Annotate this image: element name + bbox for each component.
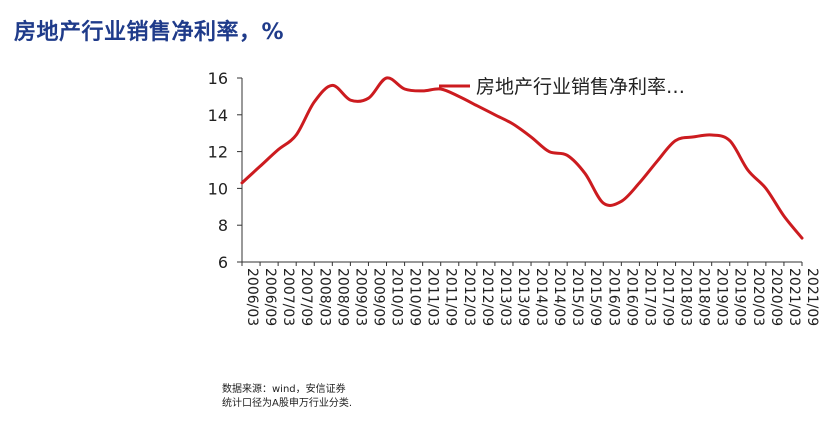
x-tick-label: 2019/03 xyxy=(714,268,730,326)
x-tick-label: 2011/09 xyxy=(443,268,459,326)
series-line xyxy=(240,76,804,240)
y-tick-label: 8 xyxy=(218,216,228,235)
x-tick-label: 2018/09 xyxy=(696,268,712,326)
y-tick-label: 12 xyxy=(208,143,228,162)
x-tick-label: 2011/03 xyxy=(425,268,441,326)
x-tick-label: 2018/03 xyxy=(678,268,694,326)
x-tick-label: 2017/09 xyxy=(659,268,675,326)
x-tick-label: 2015/03 xyxy=(569,268,585,326)
y-axis: 6 8 10 12 14 16 xyxy=(208,69,243,272)
x-tick-label: 2021/03 xyxy=(786,268,802,326)
source-text: 数据来源：wind，安信证券 xyxy=(222,384,346,395)
x-tick-label: 2012/03 xyxy=(461,268,477,326)
x-tick-label: 2012/09 xyxy=(479,268,495,326)
x-tick-label: 2010/09 xyxy=(407,268,423,326)
x-tick-label: 2007/09 xyxy=(298,268,314,326)
note-text: 统计口径为A股申万行业分类. xyxy=(222,398,353,409)
legend: 房地产行业销售净利率… xyxy=(439,76,685,98)
x-tick-label: 2019/09 xyxy=(732,268,748,326)
x-tick-label: 2013/09 xyxy=(515,268,531,326)
x-tick-label: 2014/03 xyxy=(533,268,549,326)
chart-title: 房地产行业销售净利率，% xyxy=(14,20,285,45)
x-tick-label: 2016/09 xyxy=(623,268,639,326)
x-tick-label: 2013/03 xyxy=(497,268,513,326)
x-tick-label: 2009/09 xyxy=(370,268,386,326)
x-tick-label: 2015/09 xyxy=(587,268,603,326)
x-tick-label: 2006/03 xyxy=(244,268,260,326)
x-tick-label: 2010/03 xyxy=(389,268,405,326)
x-tick-label: 2016/03 xyxy=(605,268,621,326)
x-tick-label: 2020/09 xyxy=(768,268,784,326)
series-layer xyxy=(240,76,804,240)
legend-label: 房地产行业销售净利率… xyxy=(476,76,685,98)
footnote: 数据来源：wind，安信证券 统计口径为A股申万行业分类. xyxy=(222,383,352,411)
x-tick-label: 2021/09 xyxy=(804,268,820,326)
y-tick-label: 10 xyxy=(208,179,228,198)
y-tick-label: 16 xyxy=(208,69,228,88)
x-tick-label: 2017/03 xyxy=(641,268,657,326)
x-tick-label: 2006/09 xyxy=(262,268,278,326)
x-tick-label: 2008/03 xyxy=(316,268,332,326)
x-axis: 2006/03 2006/09 2007/03 2007/09 2008/03 2008/… xyxy=(241,261,820,326)
x-tick-label: 2014/09 xyxy=(551,268,567,326)
y-tick-label: 14 xyxy=(208,106,228,125)
x-tick-label: 2009/03 xyxy=(352,268,368,326)
x-tick-label: 2008/09 xyxy=(334,268,350,326)
x-tick-label: 2007/03 xyxy=(280,268,296,326)
x-tick-label: 2020/03 xyxy=(750,268,766,326)
y-tick-label: 6 xyxy=(218,253,228,272)
